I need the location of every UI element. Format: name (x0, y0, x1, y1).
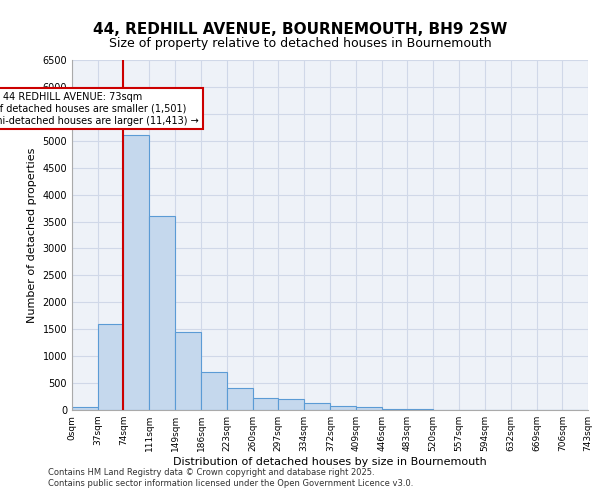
Bar (304, 403, 329, 410)
Bar (72, 408, 98, 410)
Text: Size of property relative to detached houses in Bournemouth: Size of property relative to detached ho… (109, 38, 491, 51)
X-axis label: Distribution of detached houses by size in Bournemouth: Distribution of detached houses by size … (173, 457, 487, 467)
Bar (149, 216, 175, 410)
Bar (98, 324, 124, 410)
Bar (227, 388, 253, 410)
Y-axis label: Number of detached properties: Number of detached properties (27, 148, 37, 322)
Text: 44 REDHILL AVENUE: 73sqm
← 12% of detached houses are smaller (1,501)
88% of sem: 44 REDHILL AVENUE: 73sqm ← 12% of detach… (0, 92, 199, 126)
Text: 44, REDHILL AVENUE, BOURNEMOUTH, BH9 2SW: 44, REDHILL AVENUE, BOURNEMOUTH, BH9 2SW (93, 22, 507, 38)
Bar (356, 408, 382, 410)
Bar (331, 406, 356, 410)
Bar (124, 136, 149, 410)
Bar (201, 372, 227, 410)
Text: Contains HM Land Registry data © Crown copyright and database right 2025.
Contai: Contains HM Land Registry data © Crown c… (48, 468, 413, 487)
Bar (382, 409, 407, 410)
Bar (278, 399, 304, 410)
Bar (175, 332, 201, 410)
Bar (253, 398, 278, 410)
